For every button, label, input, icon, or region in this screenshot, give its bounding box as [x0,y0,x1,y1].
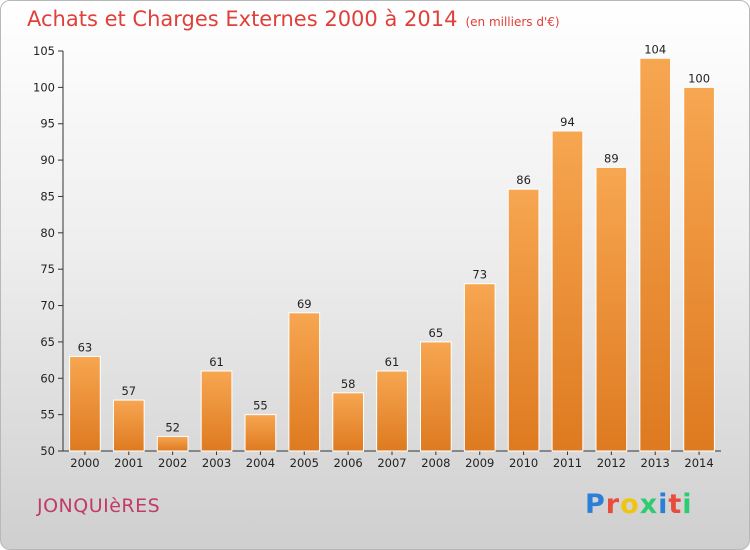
x-tick-label: 2006 [333,456,362,470]
brand-logo: Proxiti [585,489,693,520]
bars [69,57,715,452]
x-tick-label: 2010 [509,456,538,470]
bar-2012 [595,166,628,452]
y-tick-label: 50 [40,444,55,458]
bar-2011 [551,130,584,452]
y-tick-label: 85 [40,189,55,203]
x-tick-label: 2001 [114,456,143,470]
bar-2010 [507,188,540,452]
y-tick-label: 60 [40,371,55,385]
y-tick-label: 70 [40,299,55,313]
data-label-2012: 89 [604,151,619,165]
bar-2001 [112,399,145,452]
data-label-2004: 55 [253,399,268,413]
data-label-2001: 57 [121,384,136,398]
bar-2005 [288,312,321,452]
y-tick-label: 95 [40,117,55,131]
data-label-2006: 58 [341,377,356,391]
location-name: JONQUIèRES [37,495,161,517]
data-label-2011: 94 [560,115,575,129]
chart-title-text: Achats et Charges Externes 2000 à 2014 [27,7,458,31]
x-tick-label: 2012 [597,456,626,470]
brand-letter: t [668,489,683,520]
y-tick-label: 75 [40,262,55,276]
bar-2003 [200,370,233,452]
x-tick-label: 2009 [465,456,494,470]
data-label-2010: 86 [516,173,531,187]
chart-subtitle: (en milliers d'€) [465,15,560,29]
chart-title: Achats et Charges Externes 2000 à 2014 (e… [27,7,560,31]
brand-letter: r [605,489,621,520]
data-label-2005: 69 [297,297,312,311]
x-tick-label: 2013 [641,456,670,470]
x-tick-label: 2000 [70,456,99,470]
x-tick-label: 2003 [202,456,231,470]
brand-letter: P [585,489,606,520]
y-tick-label: 100 [33,80,55,94]
data-label-2014: 100 [688,71,710,85]
x-tick-label: 2005 [290,456,319,470]
bar-2009 [463,283,496,452]
y-tick-label: 55 [40,408,55,422]
data-label-2007: 61 [385,355,400,369]
brand-letter: i [658,489,669,520]
x-tick-label: 2011 [553,456,582,470]
data-label-2002: 52 [165,420,180,434]
bar-2014 [683,86,715,452]
y-tick-label: 105 [33,44,55,58]
y-tick-label: 80 [40,226,55,240]
data-label-2009: 73 [472,268,487,282]
data-label-2013: 104 [644,42,666,56]
data-label-2008: 65 [429,326,444,340]
brand-letter: x [639,489,659,520]
axes: 50 55 60 65 70 75 80 85 90 95 100 105 2000 2001 2002 20… [33,44,721,470]
data-label-2003: 61 [209,355,224,369]
y-tick-label: 90 [40,153,55,167]
bar-2007 [376,370,408,452]
data-labels: 63 57 52 61 55 69 58 61 65 73 86 94 89 104 100 [78,42,710,434]
bar-2013 [639,57,672,452]
bar-2004 [244,414,277,452]
x-tick-label: 2004 [246,456,275,470]
x-tick-label: 2002 [158,456,187,470]
y-tick-label: 65 [40,335,55,349]
x-tick-label: 2014 [684,456,713,470]
data-label-2000: 63 [78,340,93,354]
bar-2002 [156,435,189,452]
bar-2008 [420,341,452,452]
brand-letter: o [620,489,640,520]
x-tick-label: 2007 [377,456,406,470]
brand-letter: i [682,489,693,520]
bar-2000 [69,355,101,452]
x-tick-label: 2008 [421,456,450,470]
bar-2006 [332,392,364,452]
